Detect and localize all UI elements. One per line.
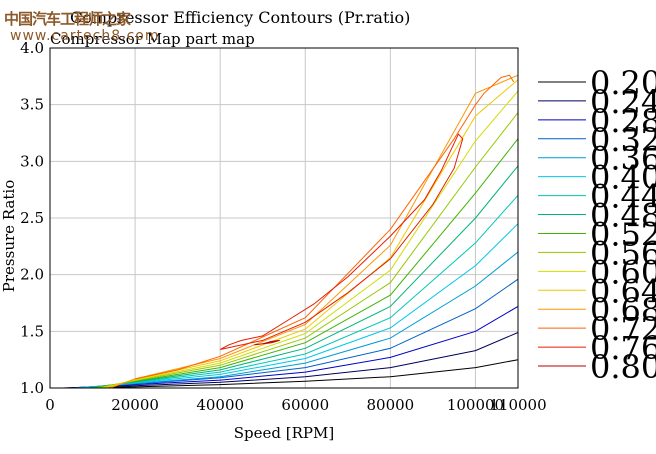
series-line-0.76 — [219, 133, 464, 350]
x-tick-label: 0 — [45, 396, 55, 414]
x-tick-label: 100000 — [447, 396, 504, 414]
x-tick-label: 80000 — [367, 396, 415, 414]
legend-label: 0.60 — [590, 253, 656, 291]
x-tick-label: 110000 — [489, 396, 546, 414]
series-line-0.36 — [75, 251, 519, 389]
y-tick-label: 3.5 — [20, 96, 44, 114]
legend-label: 0.72 — [590, 310, 656, 348]
x-tick-label: 20000 — [111, 396, 159, 414]
series-line-0.28 — [66, 305, 519, 389]
legend-label: 0.44 — [590, 178, 656, 216]
series-line-0.40 — [79, 223, 519, 389]
y-tick-label: 1.0 — [20, 379, 44, 397]
watermark-text: 中国汽车工程师之家 — [4, 10, 131, 28]
chart-subtitle: Compressor Map part map — [50, 30, 255, 48]
chart-title: Compressor Efficiency Contours (Pr.ratio… — [70, 8, 411, 27]
x-tick-label: 40000 — [196, 396, 244, 414]
y-tick-label: 3.0 — [20, 152, 44, 170]
watermark-url: www.cartech8.com — [10, 28, 160, 44]
y-tick-label: 2.5 — [20, 209, 44, 227]
y-axis: 1.0 1.5 2.0 2.5 3.0 3.5 4.0 — [20, 39, 44, 397]
legend-label: 0.32 — [590, 121, 656, 159]
y-tick-label: 2.0 — [20, 266, 44, 284]
series-line-0.48 — [88, 165, 519, 389]
x-axis-label: Speed [RPM] — [234, 424, 334, 442]
legend-label: 0.52 — [590, 215, 656, 253]
x-tick-label: 60000 — [281, 396, 329, 414]
legend-label: 0.24 — [590, 83, 656, 121]
series-line-0.52 — [92, 138, 519, 389]
legend-label: 0.28 — [590, 102, 656, 140]
legend-label: 0.20 — [590, 64, 656, 102]
legend-label: 0.76 — [590, 329, 656, 367]
y-tick-label: 1.5 — [20, 322, 44, 340]
series-line-0.60 — [100, 90, 519, 389]
legend-label: 0.68 — [590, 291, 656, 329]
y-tick-label: 4.0 — [20, 39, 44, 57]
series-line-0.20 — [62, 359, 519, 389]
y-axis-label: Pressure Ratio — [0, 180, 18, 292]
series-lines — [62, 74, 519, 389]
series-line-0.80 — [254, 339, 280, 346]
legend-label: 0.80 — [590, 348, 656, 386]
series-line-0.72 — [134, 74, 515, 380]
series-line-0.24 — [62, 332, 519, 389]
legend-label: 0.40 — [590, 159, 656, 197]
legend-label: 0.36 — [590, 140, 656, 178]
legend-label: 0.64 — [590, 272, 656, 310]
plot-frame — [49, 47, 519, 389]
series-line-0.64 — [105, 79, 519, 389]
legend-label: 0.48 — [590, 197, 656, 235]
legend-label: 0.56 — [590, 234, 656, 272]
legend: 0.200.240.280.320.360.400.440.480.520.56… — [538, 64, 656, 386]
